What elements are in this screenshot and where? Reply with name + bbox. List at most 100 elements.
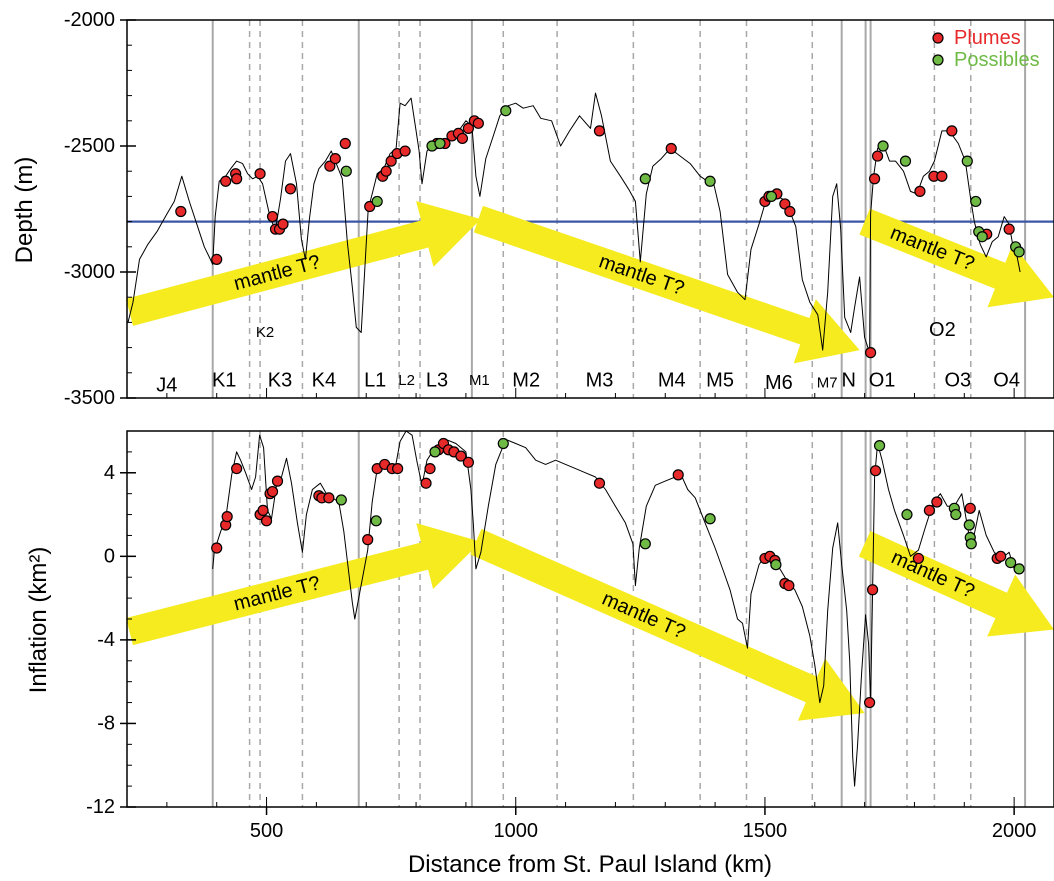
plume-point xyxy=(462,122,474,134)
possible-plume-point xyxy=(639,173,651,185)
x-axis-label: Distance from St. Paul Island (km) xyxy=(408,851,772,878)
segment-label: J4 xyxy=(156,374,177,396)
segment-boundaries xyxy=(211,20,1027,398)
y-axis-label-top: Depth (m) xyxy=(11,157,38,264)
mantle-arrow xyxy=(470,528,865,721)
plume-point xyxy=(864,347,877,359)
plume-markers xyxy=(175,105,1025,359)
plume-point xyxy=(868,173,881,185)
possible-plume-point xyxy=(1013,563,1025,575)
y-tick-label: -2000 xyxy=(64,9,115,31)
possible-plume-point xyxy=(970,195,982,208)
plume-point xyxy=(593,477,606,489)
possible-plume-point xyxy=(434,137,446,150)
plume-point xyxy=(936,170,948,182)
plume-point xyxy=(257,504,269,516)
segment-label: M6 xyxy=(765,372,793,394)
plume-point xyxy=(964,502,976,514)
plume-point xyxy=(175,205,187,218)
plume-point xyxy=(914,185,926,197)
plume-point xyxy=(784,205,796,218)
plume-point xyxy=(323,492,335,504)
plume-point xyxy=(472,117,484,129)
possible-plume-point xyxy=(877,140,889,152)
segment-label: M4 xyxy=(658,369,686,391)
x-tick-label: 1000 xyxy=(493,820,538,842)
segment-label: M3 xyxy=(586,369,614,391)
plume-point xyxy=(271,475,284,487)
y-tick-label: 4 xyxy=(104,462,115,484)
segment-label: O2 xyxy=(929,319,956,341)
segment-label: K4 xyxy=(312,369,336,391)
mantle-arrow xyxy=(859,208,1054,308)
y-tick-label: -3000 xyxy=(64,261,115,283)
plume-point xyxy=(284,183,297,195)
plume-point xyxy=(329,153,341,165)
y-tick-label: -2500 xyxy=(64,135,115,157)
plume-point xyxy=(266,210,279,223)
possible-plume-point xyxy=(704,513,716,525)
plume-point xyxy=(339,137,351,150)
plume-point xyxy=(399,145,411,157)
plume-point xyxy=(220,175,232,187)
possible-plume-point xyxy=(371,195,383,208)
plume-point xyxy=(362,534,374,546)
plume-point xyxy=(211,253,223,265)
segment-label: L2 xyxy=(398,372,415,389)
plume-point xyxy=(665,142,677,155)
possible-plume-point xyxy=(497,437,509,450)
plume-point xyxy=(254,168,266,180)
plume-point xyxy=(221,511,233,523)
possible-plume-point xyxy=(370,515,382,527)
plume-point xyxy=(266,485,279,498)
x-tick-label: 500 xyxy=(250,820,283,842)
plume-point xyxy=(260,515,273,527)
y-tick-label: -8 xyxy=(97,712,115,734)
segment-labels: J4 K1 K2 K3 K4 L1 L2 L3 M1 M2 M3 M4 M5 M6 M7 N O1 O2 O3 O4 xyxy=(156,319,1020,396)
possible-plume-point xyxy=(961,155,973,167)
plot-frame xyxy=(126,19,1054,399)
mantle-arrow xyxy=(858,531,1054,637)
mantle-arrow xyxy=(125,201,481,326)
plume-point xyxy=(931,496,943,508)
plume-point xyxy=(946,125,958,137)
legend-label: Plumes xyxy=(954,27,1021,49)
segment-label: M5 xyxy=(706,369,734,391)
top-axes: -3500 -3000 -2500 -2000 xyxy=(64,9,1054,409)
plume-point xyxy=(871,150,884,162)
segment-label: K1 xyxy=(212,369,236,391)
possible-plume-point xyxy=(340,165,352,177)
segment-label: M7 xyxy=(817,374,838,391)
y-axis-label-bottom: Inflation (km²) xyxy=(25,547,52,694)
mantle-arrow-label: mantle T? xyxy=(232,251,323,295)
segment-label: M2 xyxy=(512,369,540,391)
possible-plume-point xyxy=(639,538,651,550)
possible-plume-point xyxy=(950,508,962,521)
segment-label: O4 xyxy=(993,369,1020,391)
plume-point xyxy=(863,696,876,709)
plume-point xyxy=(380,165,392,177)
mantle-arrow-label: mantle T? xyxy=(231,572,322,615)
possible-plume-point xyxy=(429,446,441,458)
possible-plume-point xyxy=(965,538,977,550)
possible-plume-point xyxy=(901,508,913,521)
segment-label: N xyxy=(841,369,855,391)
plume-point xyxy=(593,125,606,137)
mantle-arrow xyxy=(126,523,481,646)
legend-marker xyxy=(932,32,944,44)
possible-plume-point xyxy=(704,175,716,187)
possible-plume-point xyxy=(899,155,912,167)
segment-label: K3 xyxy=(268,369,292,391)
plume-point xyxy=(385,155,397,167)
possible-plume-point xyxy=(765,190,778,202)
plume-point xyxy=(672,469,684,481)
segment-label: O3 xyxy=(944,369,971,391)
mantle-arrow-label: mantle T? xyxy=(596,250,687,300)
plume-point xyxy=(324,160,336,172)
segment-label: M1 xyxy=(469,372,490,389)
segment-label: L3 xyxy=(426,369,448,391)
plume-markers xyxy=(211,437,1025,709)
plume-point xyxy=(420,477,432,489)
x-tick-label: 2000 xyxy=(992,820,1037,842)
